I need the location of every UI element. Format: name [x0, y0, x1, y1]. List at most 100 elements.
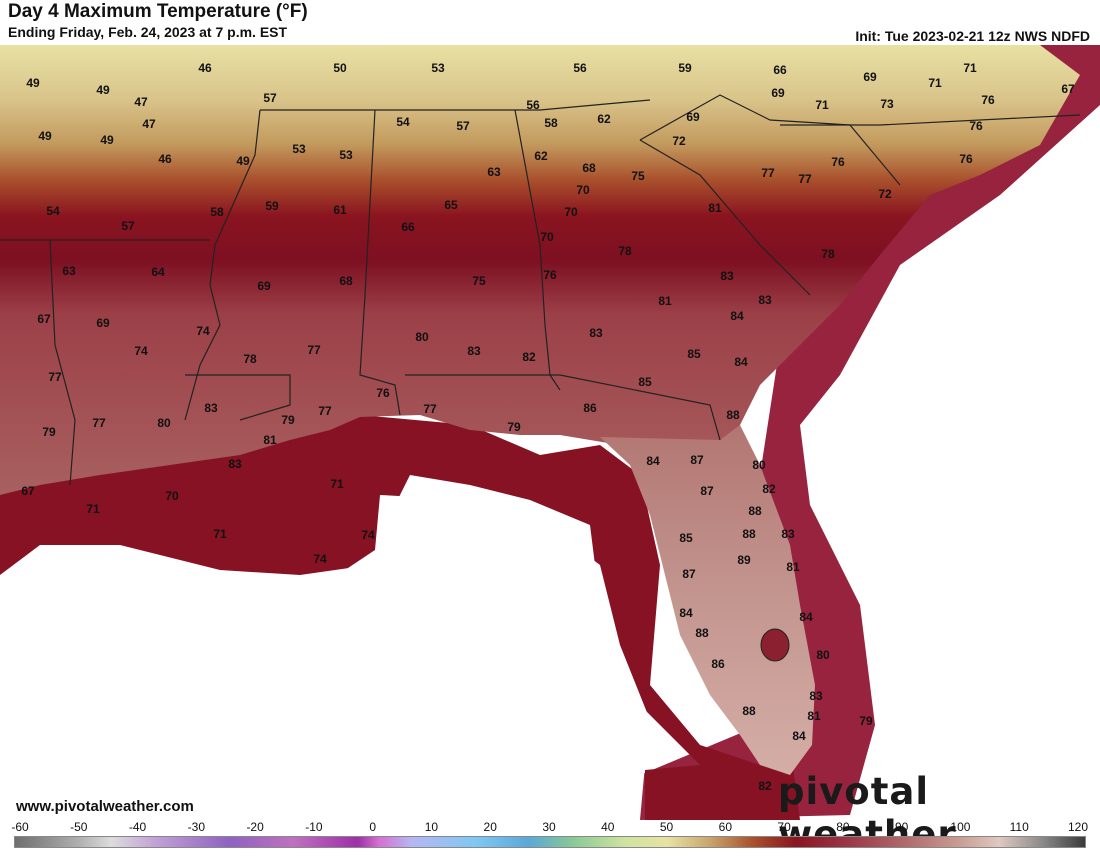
- state-borders: [0, 94, 1081, 486]
- temperature-label: 58: [210, 205, 224, 219]
- color-scale-legend: -60 -50 -40 -30 -20 -10 0 10 20 30 40 50 60 70 80 90 100…: [0, 820, 1100, 850]
- temperature-label: 89: [737, 553, 751, 567]
- temperature-label: 83: [228, 457, 242, 471]
- temperature-label: 81: [658, 294, 672, 308]
- temperature-label: 84: [799, 610, 813, 624]
- temperature-label: 76: [969, 119, 983, 133]
- map-subtitle: Ending Friday, Feb. 24, 2023 at 7 p.m. E…: [8, 23, 288, 40]
- temperature-label: 66: [401, 220, 415, 234]
- temperature-label: 64: [151, 265, 165, 279]
- temperature-label: 49: [236, 154, 250, 168]
- lake-okeechobee: [760, 628, 790, 662]
- map-canvas: 49 46 50 53 56 59 66 69 71 71 49 47 47 49 57 69 71 73 76 67…: [0, 45, 1100, 820]
- temperature-label: 86: [711, 657, 725, 671]
- legend-tick-label: 60: [718, 820, 733, 834]
- legend-tick-label: -60: [11, 820, 29, 834]
- legend-tick-label: -20: [246, 820, 264, 834]
- temperature-label: 83: [720, 269, 734, 283]
- temperature-label: 47: [134, 95, 148, 109]
- legend-tick-label: 110: [1009, 820, 1029, 834]
- temperature-label: 70: [165, 489, 179, 503]
- temperature-label: 81: [807, 709, 821, 723]
- temperature-label: 71: [213, 527, 227, 541]
- temperature-label: 53: [339, 148, 353, 162]
- temperature-label: 53: [431, 61, 445, 75]
- legend-colorbar: [14, 836, 1086, 848]
- temperature-label: 83: [467, 344, 481, 358]
- legend-tick-label: -50: [70, 820, 88, 834]
- temperature-label: 76: [543, 268, 557, 282]
- temperature-label: 67: [21, 484, 35, 498]
- temperature-label: 61: [333, 203, 347, 217]
- temperature-label: 50: [333, 61, 347, 75]
- legend-tick-label: -30: [187, 820, 205, 834]
- temperature-label: 77: [318, 404, 332, 418]
- temperature-label: 54: [46, 204, 60, 218]
- temperature-label: 81: [786, 560, 800, 574]
- temperature-label: 67: [37, 312, 51, 326]
- temperature-label: 59: [265, 199, 279, 213]
- temperature-label: 76: [831, 155, 845, 169]
- temperature-label: 63: [62, 264, 76, 278]
- temperature-label: 84: [792, 729, 806, 743]
- temperature-label: 75: [631, 169, 645, 183]
- temperature-label: 47: [142, 117, 156, 131]
- atlantic-offshore-band: [640, 45, 1100, 820]
- temperature-label: 69: [257, 279, 271, 293]
- temperature-label: 78: [243, 352, 257, 366]
- temperature-label: 85: [679, 531, 693, 545]
- legend-tick-label: 50: [659, 820, 674, 834]
- temperature-label: 58: [544, 116, 558, 130]
- legend-tick-label: 20: [483, 820, 497, 834]
- legend-tick-label: 0: [369, 820, 376, 834]
- temperature-label: 88: [748, 504, 762, 518]
- legend-tick-label: -10: [305, 820, 323, 834]
- website-label: www.pivotalweather.com: [16, 798, 194, 815]
- temperature-label: 68: [339, 274, 353, 288]
- temperature-label: 79: [859, 714, 873, 728]
- temperature-label: 72: [878, 187, 892, 201]
- temperature-label: 69: [771, 86, 785, 100]
- temperature-label: 54: [396, 115, 410, 129]
- temperature-label: 70: [564, 205, 578, 219]
- temperature-label: 81: [263, 433, 277, 447]
- temperature-label: 87: [682, 567, 696, 581]
- temperature-label: 71: [815, 98, 829, 112]
- temperature-label: 88: [726, 408, 740, 422]
- temperature-label: 49: [38, 129, 52, 143]
- legend-tick-label: 40: [601, 820, 615, 834]
- temperature-label: 78: [821, 247, 835, 261]
- temperature-label: 69: [96, 316, 110, 330]
- temperature-label: 82: [762, 482, 776, 496]
- temperature-label: 57: [263, 91, 277, 105]
- temperature-label: 80: [752, 458, 766, 472]
- temperature-label: 76: [376, 386, 390, 400]
- temperature-label: 63: [487, 165, 501, 179]
- temperature-label: 74: [134, 344, 148, 358]
- temperature-label: 49: [96, 83, 110, 97]
- temperature-labels: 49 46 50 53 56 59 66 69 71 71 49 47 47 49 57 69 71 73 76 67…: [21, 61, 1075, 793]
- temperature-label: 87: [700, 484, 714, 498]
- temperature-label: 83: [589, 326, 603, 340]
- temperature-label: 77: [92, 416, 106, 430]
- temperature-label: 56: [573, 61, 587, 75]
- temperature-label: 62: [534, 149, 548, 163]
- legend-tick-label: 90: [894, 820, 909, 834]
- temperature-label: 57: [121, 219, 135, 233]
- temperature-label: 59: [678, 61, 692, 75]
- temperature-label: 65: [444, 198, 458, 212]
- temperature-label: 74: [313, 552, 327, 566]
- temperature-label: 57: [456, 119, 470, 133]
- legend-tick-label: 100: [950, 820, 971, 834]
- legend-tick-label: 10: [424, 820, 439, 834]
- temperature-label: 88: [742, 527, 756, 541]
- temperature-label: 46: [158, 152, 172, 166]
- temperature-label: 70: [576, 183, 590, 197]
- temperature-label: 75: [472, 274, 486, 288]
- temperature-label: 85: [638, 375, 652, 389]
- temperature-label: 80: [157, 416, 171, 430]
- temperature-label: 68: [582, 161, 596, 175]
- legend-tick-label: 120: [1067, 820, 1089, 834]
- temperature-map[interactable]: 49 46 50 53 56 59 66 69 71 71 49 47 47 49 57 69 71 73 76 67…: [0, 45, 1100, 820]
- florida-peninsula: [600, 425, 815, 775]
